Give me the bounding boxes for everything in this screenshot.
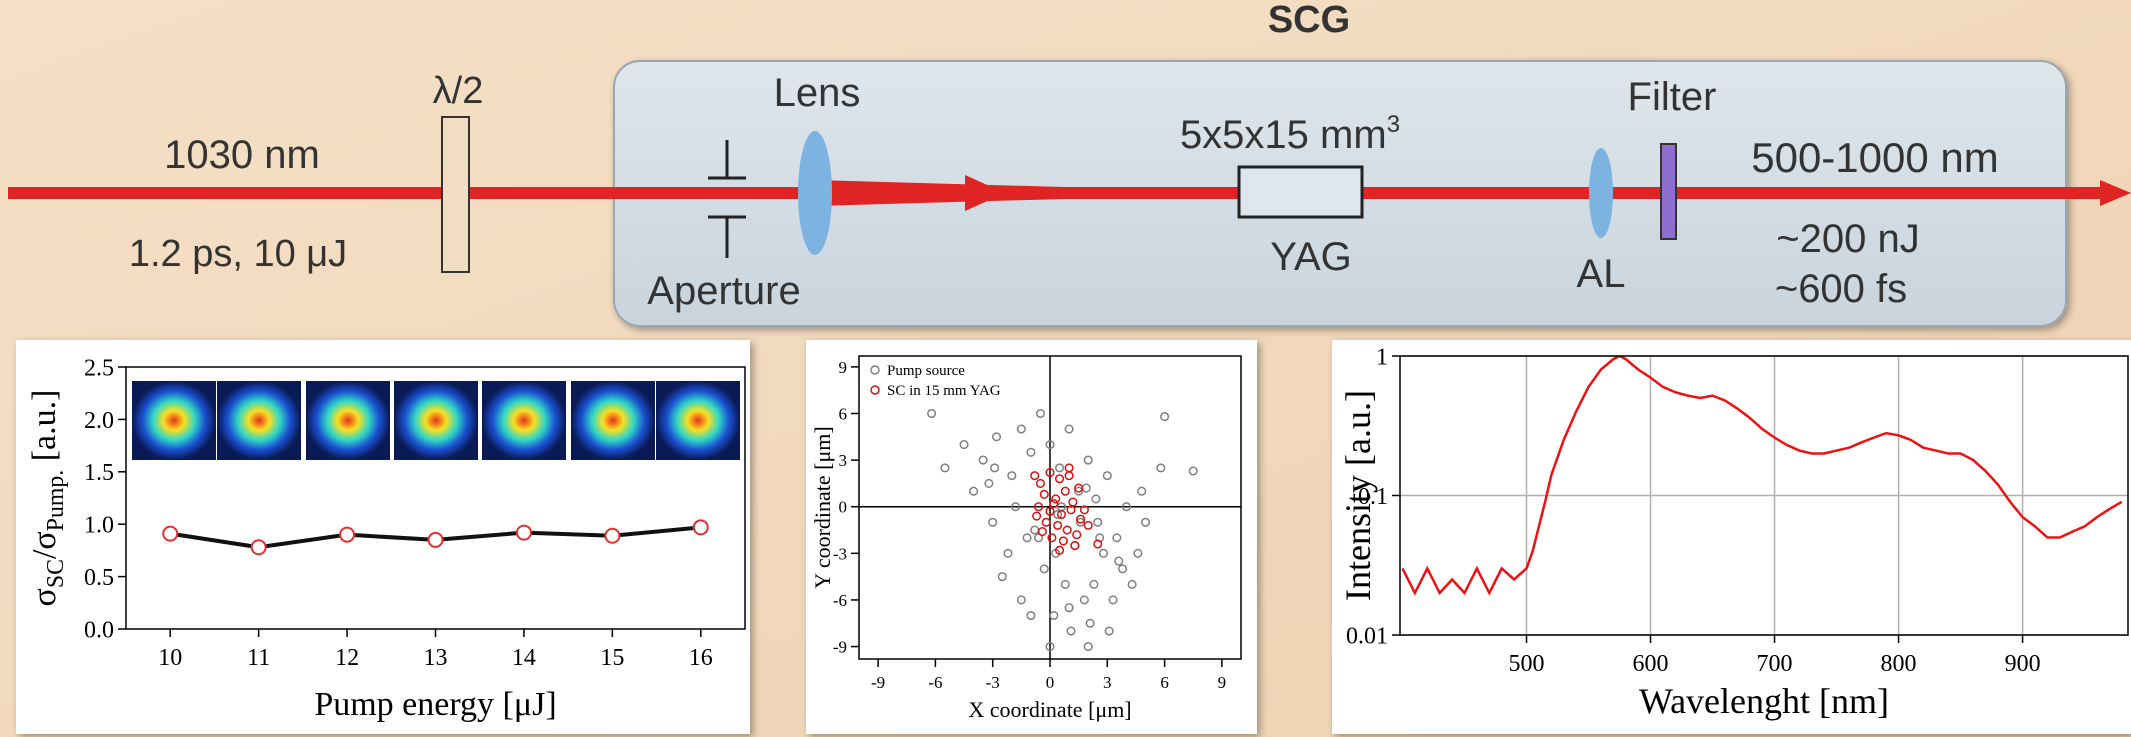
y-tick-label: 0.01	[1346, 623, 1388, 649]
x-tick-label: -9	[871, 673, 885, 692]
x-tick-label: 700	[1757, 651, 1793, 677]
x-tick-label: 0	[1046, 673, 1055, 692]
beam-profile	[571, 381, 655, 460]
label: ~200 nJ	[1776, 217, 1919, 261]
filter-icon	[1661, 144, 1676, 239]
x-tick-label: 11	[247, 645, 270, 671]
label: 1.2 ps, 10 μJ	[129, 233, 347, 275]
x-tick-label: 800	[1881, 651, 1917, 677]
beam-profile	[132, 381, 216, 460]
x-tick-label: 14	[512, 645, 536, 671]
y-axis-label-part: Pump.	[43, 470, 69, 532]
data-point	[252, 540, 266, 554]
label-exp: 3	[1387, 111, 1400, 138]
x-axis-label: X coordinate [μm]	[968, 697, 1131, 722]
y-axis-label: Intensity [a.u.]	[1338, 390, 1378, 601]
x-tick-label: 12	[335, 645, 359, 671]
x-tick-label: 9	[1218, 673, 1227, 692]
label: 5x5x15 mm	[1180, 113, 1387, 157]
data-point	[605, 529, 619, 543]
data-point	[429, 533, 443, 547]
label: Filter	[1628, 75, 1717, 119]
y-tick-label: 0	[839, 498, 848, 517]
data-point	[340, 528, 354, 542]
y-tick-label: 1	[1376, 344, 1388, 370]
y-tick-label: 3	[839, 451, 848, 470]
beam-profile	[306, 381, 390, 460]
beam-profile	[394, 381, 478, 460]
y-axis-label: Y coordinate [μm]	[810, 426, 835, 588]
data-point	[694, 520, 708, 534]
y-tick-label: -9	[833, 638, 847, 657]
figure: SCG λ/2 1030 nm 1.2 ps, 10 μJ Lens Apert…	[0, 0, 2131, 737]
x-axis-label: Wavelenght [nm]	[1639, 681, 1889, 721]
label: Lens	[774, 71, 861, 115]
y-tick-label: 6	[839, 404, 848, 423]
x-tick-label: 13	[424, 645, 448, 671]
y-tick-label: 0.0	[84, 617, 114, 643]
label: 1030 nm	[164, 133, 320, 177]
data-point	[517, 526, 531, 540]
data-point	[163, 527, 177, 541]
y-tick-label: 0.5	[84, 565, 114, 591]
x-tick-label: 600	[1633, 651, 1669, 677]
x-tick-label: 16	[689, 645, 713, 671]
x-tick-label: 10	[158, 645, 182, 671]
x-tick-label: -6	[928, 673, 942, 692]
y-tick-label: 1.5	[84, 460, 114, 486]
beam-profiles	[132, 381, 740, 460]
x-tick-label: 15	[600, 645, 624, 671]
label: ~600 fs	[1775, 267, 1907, 311]
label: YAG	[1270, 235, 1352, 279]
y-tick-label: -6	[833, 591, 847, 610]
beam-profile	[482, 381, 566, 460]
beam-profile	[217, 381, 301, 460]
y-axis-label-part: σ	[26, 588, 63, 606]
label: Aperture	[647, 269, 800, 313]
al-icon	[1589, 148, 1613, 238]
x-tick-label: 6	[1160, 673, 1169, 692]
label: λ/2	[433, 70, 484, 112]
y-tick-label: 9	[839, 358, 848, 377]
y-tick-label: 1.0	[84, 513, 114, 539]
x-tick-label: 900	[2005, 651, 2041, 677]
legend-label: SC in 15 mm YAG	[887, 383, 1001, 399]
label: 5x5x15 mm3	[1180, 111, 1400, 157]
beam-profile	[656, 381, 740, 460]
y-tick-label: 2.0	[84, 408, 114, 434]
x-axis-label: Pump energy [μJ]	[314, 686, 556, 723]
x-tick-label: -3	[986, 673, 1000, 692]
label: 500-1000 nm	[1751, 134, 1999, 181]
y-axis-label-part: /σ	[26, 531, 63, 559]
label: AL	[1577, 252, 1626, 296]
lens-icon	[798, 131, 832, 255]
page: {"diagram": {"title": "SCG", "waveplate"…	[0, 0, 2131, 737]
y-axis-label-part: [a.u.]	[26, 390, 63, 470]
diagram-title: SCG	[1268, 0, 1350, 41]
y-tick-label: 2.5	[84, 355, 114, 381]
x-tick-label: 500	[1509, 651, 1545, 677]
crystal-icon	[1239, 167, 1362, 217]
x-tick-label: 3	[1103, 673, 1112, 692]
y-axis-label-part: SC	[43, 559, 69, 588]
waveplate	[442, 117, 469, 272]
legend-label: Pump source	[887, 363, 965, 379]
